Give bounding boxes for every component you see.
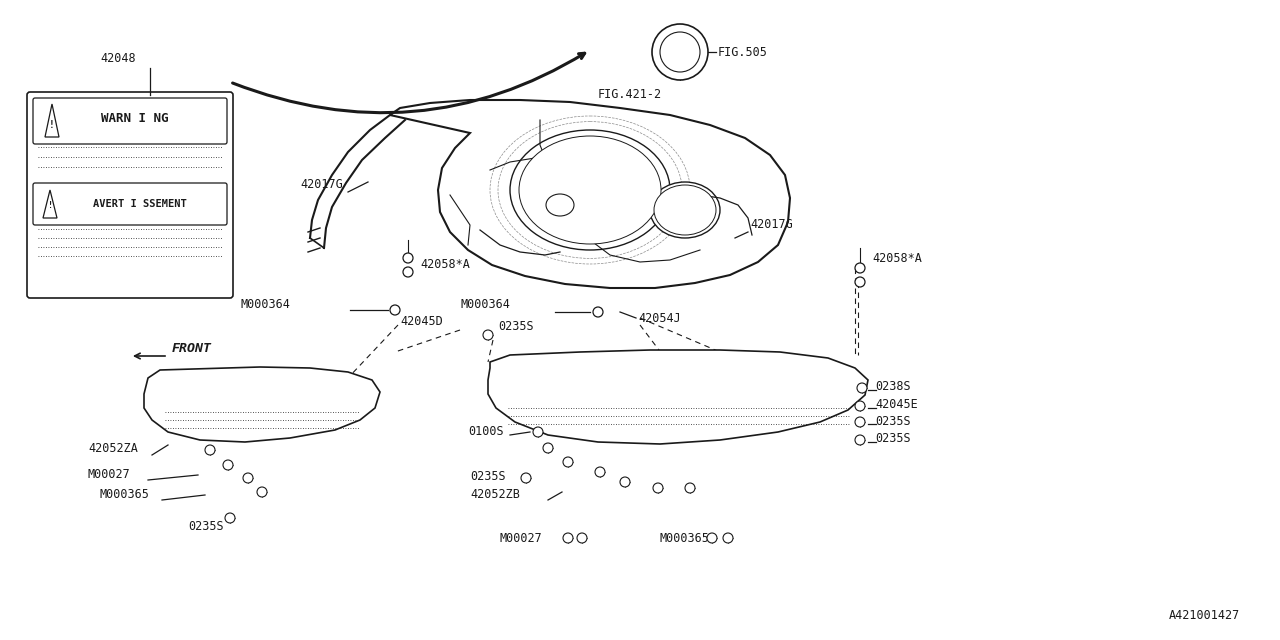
Ellipse shape: [509, 130, 669, 250]
Text: A421001427: A421001427: [1169, 609, 1240, 622]
Text: M00027: M00027: [88, 468, 131, 481]
Polygon shape: [44, 190, 58, 218]
Text: 42045E: 42045E: [876, 398, 918, 411]
Circle shape: [858, 383, 867, 393]
Text: 42054J: 42054J: [637, 312, 681, 325]
FancyBboxPatch shape: [33, 183, 227, 225]
Polygon shape: [488, 350, 868, 444]
Circle shape: [205, 445, 215, 455]
Text: M000365: M000365: [100, 488, 150, 501]
Circle shape: [593, 307, 603, 317]
Circle shape: [225, 513, 236, 523]
Ellipse shape: [547, 194, 573, 216]
Text: 0235S: 0235S: [876, 432, 910, 445]
Polygon shape: [143, 367, 380, 442]
Text: !: !: [49, 120, 55, 130]
Text: FIG.505: FIG.505: [718, 45, 768, 58]
Text: 0238S: 0238S: [876, 380, 910, 393]
Circle shape: [403, 253, 413, 263]
Circle shape: [595, 467, 605, 477]
Text: WARN I NG: WARN I NG: [101, 113, 169, 125]
Text: M00027: M00027: [500, 532, 543, 545]
Text: 42017G: 42017G: [300, 178, 343, 191]
Text: 0100S: 0100S: [468, 425, 503, 438]
FancyBboxPatch shape: [33, 98, 227, 144]
Circle shape: [257, 487, 268, 497]
Text: 42058*A: 42058*A: [872, 252, 922, 265]
Circle shape: [620, 477, 630, 487]
Text: 0235S: 0235S: [876, 415, 910, 428]
Ellipse shape: [654, 185, 716, 235]
Circle shape: [563, 533, 573, 543]
Circle shape: [532, 427, 543, 437]
Circle shape: [707, 533, 717, 543]
Text: 42058*A: 42058*A: [420, 258, 470, 271]
Circle shape: [521, 473, 531, 483]
Text: M000365: M000365: [660, 532, 710, 545]
Text: FIG.421-2: FIG.421-2: [598, 88, 662, 101]
Circle shape: [855, 417, 865, 427]
Text: AVERT I SSEMENT: AVERT I SSEMENT: [93, 199, 187, 209]
Circle shape: [723, 533, 733, 543]
Text: 0235S: 0235S: [470, 470, 506, 483]
Circle shape: [483, 330, 493, 340]
Text: M000364: M000364: [460, 298, 509, 311]
Text: FRONT: FRONT: [172, 342, 212, 355]
Text: M000364: M000364: [241, 298, 291, 311]
Polygon shape: [390, 100, 790, 288]
Text: 42052ZB: 42052ZB: [470, 488, 520, 501]
FancyBboxPatch shape: [27, 92, 233, 298]
Text: 0235S: 0235S: [188, 520, 224, 533]
Text: 42052ZA: 42052ZA: [88, 442, 138, 455]
Circle shape: [660, 32, 700, 72]
Circle shape: [543, 443, 553, 453]
Text: 0235S: 0235S: [498, 320, 534, 333]
Circle shape: [577, 533, 588, 543]
Circle shape: [855, 263, 865, 273]
Ellipse shape: [518, 136, 660, 244]
Circle shape: [855, 401, 865, 411]
Circle shape: [855, 435, 865, 445]
Circle shape: [685, 483, 695, 493]
Circle shape: [855, 277, 865, 287]
Circle shape: [652, 24, 708, 80]
Circle shape: [243, 473, 253, 483]
Text: 42017G: 42017G: [750, 218, 792, 231]
Ellipse shape: [650, 182, 719, 238]
Text: 42045D: 42045D: [399, 315, 443, 328]
Text: !: !: [47, 200, 52, 209]
Text: 42048: 42048: [100, 52, 136, 65]
Circle shape: [223, 460, 233, 470]
Circle shape: [403, 267, 413, 277]
Polygon shape: [45, 104, 59, 137]
Circle shape: [653, 483, 663, 493]
Circle shape: [563, 457, 573, 467]
Circle shape: [390, 305, 399, 315]
